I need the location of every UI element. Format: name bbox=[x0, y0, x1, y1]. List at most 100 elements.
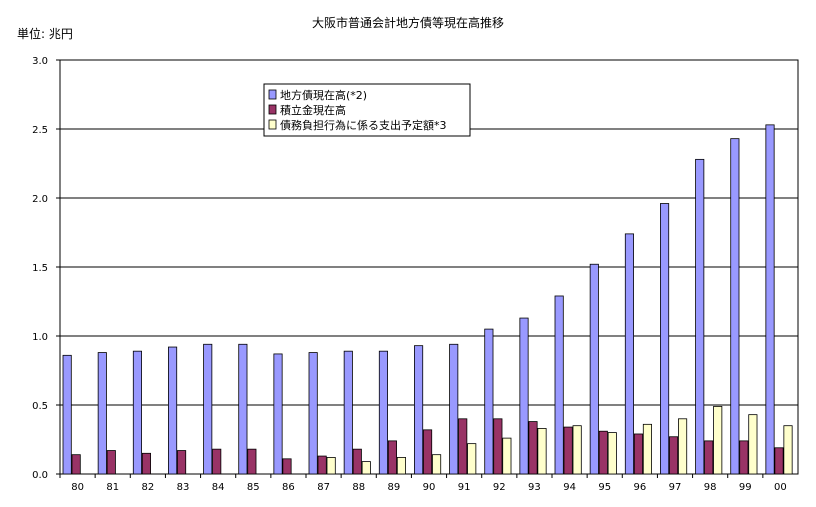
bar bbox=[97, 352, 107, 475]
y-tick-label: 0.5 bbox=[32, 401, 48, 412]
x-tick-label: 00 bbox=[774, 482, 787, 493]
bar bbox=[730, 138, 740, 475]
bar bbox=[106, 450, 116, 475]
bar bbox=[352, 448, 362, 475]
chart-title: 大阪市普通会計地方債等現在高推移 bbox=[312, 15, 504, 30]
bar bbox=[361, 461, 371, 475]
bar bbox=[203, 343, 213, 475]
y-tick-label: 2.0 bbox=[32, 194, 48, 205]
bar bbox=[774, 447, 784, 475]
y-tick-label: 1.0 bbox=[32, 332, 48, 343]
x-tick-label: 88 bbox=[352, 482, 365, 493]
x-tick-label: 80 bbox=[71, 482, 84, 493]
x-tick-label: 83 bbox=[177, 482, 190, 493]
bar bbox=[502, 437, 512, 475]
legend-swatch bbox=[268, 119, 277, 130]
x-tick-label: 99 bbox=[739, 482, 752, 493]
y-tick-label: 0.0 bbox=[32, 470, 48, 481]
y-tick-label: 3.0 bbox=[32, 56, 48, 67]
bars bbox=[62, 124, 793, 475]
bar bbox=[633, 433, 643, 475]
x-tick-label: 93 bbox=[528, 482, 541, 493]
x-tick-label: 90 bbox=[423, 482, 436, 493]
legend-label: 債務負担行為に係る支出予定額*3 bbox=[280, 118, 447, 132]
bar bbox=[273, 353, 283, 475]
bar bbox=[695, 158, 705, 475]
bar bbox=[598, 430, 608, 475]
y-axis-ticks: 0.0 0.5 1.0 1.5 2.0 2.5 3.0 bbox=[32, 56, 60, 481]
bar bbox=[589, 263, 599, 475]
bar bbox=[387, 440, 397, 475]
bar bbox=[783, 425, 793, 475]
legend-label: 地方債現在高(*2) bbox=[280, 88, 367, 102]
bar bbox=[739, 440, 749, 475]
bar bbox=[141, 452, 151, 475]
x-tick-label: 86 bbox=[282, 482, 295, 493]
bar bbox=[168, 346, 178, 475]
x-tick-label: 84 bbox=[212, 482, 225, 493]
bar bbox=[62, 354, 72, 475]
legend-label: 積立金現在高 bbox=[280, 103, 346, 117]
x-tick-label: 92 bbox=[493, 482, 506, 493]
x-tick-label: 94 bbox=[563, 482, 576, 493]
bar bbox=[282, 458, 292, 475]
x-tick-label: 85 bbox=[247, 482, 260, 493]
bar bbox=[704, 440, 714, 475]
gridlines bbox=[60, 128, 798, 406]
bar bbox=[378, 350, 388, 475]
bar bbox=[317, 455, 327, 475]
bar bbox=[765, 124, 775, 475]
bar bbox=[247, 448, 257, 475]
legend-swatch bbox=[268, 104, 277, 115]
bar bbox=[554, 295, 564, 475]
x-axis-ticks: 80 81 82 83 84 85 86 87 88 89 90 91 92 93 94 95 96 97 98 99… bbox=[59, 474, 787, 493]
bar bbox=[607, 432, 617, 475]
unit-label: 単位: 兆円 bbox=[17, 26, 73, 41]
x-tick-label: 95 bbox=[598, 482, 611, 493]
x-tick-label: 87 bbox=[317, 482, 330, 493]
bar bbox=[414, 345, 424, 475]
bar bbox=[212, 448, 222, 475]
bar bbox=[669, 436, 679, 475]
x-tick-label: 89 bbox=[387, 482, 400, 493]
bar bbox=[449, 343, 459, 475]
bar bbox=[563, 426, 573, 475]
bar bbox=[343, 350, 353, 475]
bar bbox=[423, 429, 433, 475]
x-tick-label: 81 bbox=[106, 482, 119, 493]
x-tick-label: 98 bbox=[704, 482, 717, 493]
bar bbox=[624, 233, 634, 475]
x-tick-label: 97 bbox=[669, 482, 682, 493]
bar bbox=[528, 421, 538, 475]
bar bbox=[467, 443, 477, 475]
x-tick-label: 96 bbox=[633, 482, 646, 493]
x-tick-label: 82 bbox=[141, 482, 154, 493]
bar bbox=[572, 425, 582, 475]
legend-swatch bbox=[268, 89, 277, 100]
bar bbox=[132, 350, 142, 475]
bar bbox=[493, 418, 503, 475]
bar bbox=[537, 428, 547, 475]
bar bbox=[177, 450, 187, 475]
bar bbox=[660, 203, 670, 475]
legend-box bbox=[263, 83, 471, 137]
bar bbox=[713, 405, 723, 475]
bar bbox=[396, 457, 406, 475]
bar bbox=[484, 328, 494, 475]
y-tick-label: 2.5 bbox=[32, 125, 48, 136]
bar bbox=[458, 418, 468, 475]
bar bbox=[642, 423, 652, 475]
bar bbox=[238, 343, 248, 475]
bar bbox=[748, 414, 758, 475]
bar bbox=[71, 454, 81, 475]
bar bbox=[308, 352, 318, 475]
x-tick-label: 91 bbox=[458, 482, 471, 493]
bar bbox=[432, 454, 442, 475]
bar bbox=[326, 457, 336, 475]
y-tick-label: 1.5 bbox=[32, 263, 48, 274]
bar bbox=[678, 418, 688, 475]
bar bbox=[519, 317, 529, 475]
